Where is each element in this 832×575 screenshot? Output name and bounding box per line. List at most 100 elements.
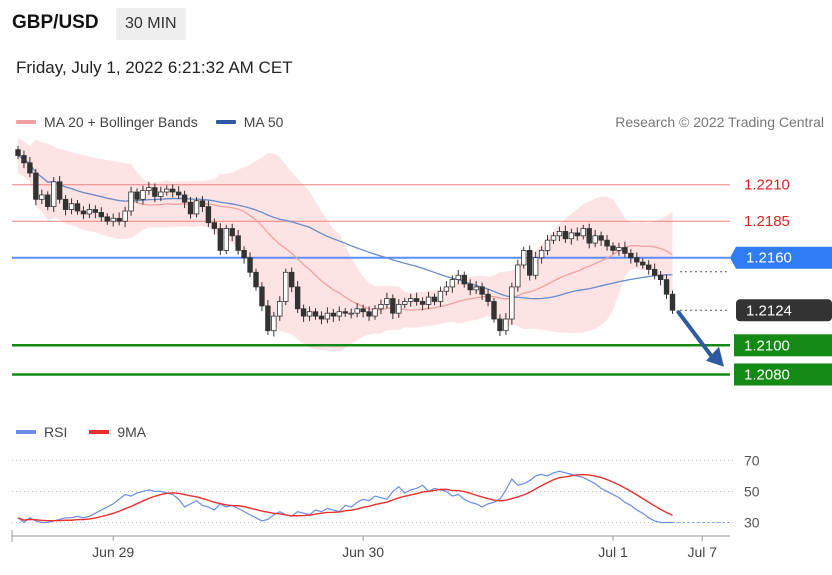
candle-body-52[interactable]: [324, 312, 331, 320]
candle-body-89[interactable]: [544, 239, 551, 251]
candle-body-19[interactable]: [128, 191, 134, 212]
candle-body-96[interactable]: [586, 228, 592, 244]
candle-body-66[interactable]: [407, 298, 414, 302]
candle-body-15[interactable]: [104, 216, 110, 222]
candle-body-48[interactable]: [300, 308, 307, 317]
candle-body-59[interactable]: [366, 311, 372, 317]
candle-body-9[interactable]: [68, 203, 75, 210]
candle-body-92[interactable]: [562, 231, 569, 240]
candle-body-27[interactable]: [175, 191, 182, 196]
candle-body-38[interactable]: [241, 250, 247, 259]
candle-body-61[interactable]: [378, 304, 384, 310]
candle-body-85[interactable]: [521, 250, 527, 266]
candle-body-50[interactable]: [312, 311, 319, 317]
candle-body-103[interactable]: [628, 252, 634, 259]
candle-body-39[interactable]: [247, 257, 253, 273]
candle-body-63[interactable]: [390, 298, 396, 314]
candle-body-93[interactable]: [568, 232, 575, 240]
candle-body-74[interactable]: [455, 274, 461, 280]
candle-body-97[interactable]: [592, 235, 598, 244]
candle-body-3[interactable]: [33, 172, 39, 200]
candle-body-55[interactable]: [342, 311, 348, 314]
candle-body-11[interactable]: [80, 210, 87, 215]
candle-body-10[interactable]: [74, 203, 81, 212]
candle-body-47[interactable]: [294, 286, 301, 310]
candle-body-83[interactable]: [509, 286, 515, 320]
candle-body-70[interactable]: [431, 296, 438, 302]
candle-body-104[interactable]: [634, 257, 640, 263]
candle-body-46[interactable]: [288, 271, 295, 288]
candle-body-99[interactable]: [604, 239, 610, 247]
candle-body-25[interactable]: [164, 188, 170, 193]
candle-body-12[interactable]: [86, 209, 93, 215]
candle-body-29[interactable]: [187, 201, 194, 215]
candle-body-30[interactable]: [193, 200, 200, 215]
candle-body-108[interactable]: [657, 274, 664, 280]
candle-body-51[interactable]: [318, 315, 325, 320]
candle-body-42[interactable]: [265, 305, 271, 332]
candle-body-98[interactable]: [598, 235, 604, 241]
candle-body-94[interactable]: [574, 232, 580, 237]
candle-body-26[interactable]: [169, 188, 176, 193]
candle-body-58[interactable]: [360, 308, 366, 313]
candle-body-7[interactable]: [56, 181, 63, 200]
candle-body-32[interactable]: [205, 206, 212, 224]
timeframe-button[interactable]: 30 MIN: [116, 8, 186, 40]
candle-body-33[interactable]: [211, 222, 218, 229]
candle-body-24[interactable]: [158, 191, 164, 197]
candle-body-64[interactable]: [396, 304, 402, 314]
candle-body-56[interactable]: [348, 312, 354, 315]
candle-body-43[interactable]: [271, 315, 277, 332]
candle-body-62[interactable]: [384, 298, 390, 305]
candle-body-17[interactable]: [116, 217, 122, 222]
candle-body-31[interactable]: [199, 200, 206, 208]
candle-body-5[interactable]: [45, 194, 51, 208]
candle-body-80[interactable]: [491, 301, 497, 320]
candle-body-75[interactable]: [461, 274, 467, 285]
candle-body-82[interactable]: [503, 318, 509, 332]
candle-body-20[interactable]: [134, 191, 140, 200]
candle-body-65[interactable]: [402, 301, 408, 305]
candle-body-22[interactable]: [146, 187, 152, 191]
candle-body-71[interactable]: [437, 290, 444, 302]
candle-body-2[interactable]: [27, 162, 33, 174]
candle-body-72[interactable]: [443, 286, 450, 292]
candle-body-76[interactable]: [467, 283, 473, 291]
candle-body-84[interactable]: [515, 264, 521, 288]
candle-body-36[interactable]: [229, 228, 235, 237]
candle-body-95[interactable]: [580, 228, 586, 237]
candle-body-90[interactable]: [550, 235, 557, 241]
candle-body-45[interactable]: [283, 271, 289, 302]
candle-body-102[interactable]: [622, 247, 628, 254]
candle-body-107[interactable]: [651, 268, 658, 276]
candle-body-79[interactable]: [485, 293, 491, 302]
candle-body-88[interactable]: [538, 250, 545, 259]
candle-body-4[interactable]: [39, 194, 45, 200]
candle-body-86[interactable]: [527, 250, 533, 276]
candle-body-68[interactable]: [419, 301, 426, 305]
candle-body-23[interactable]: [152, 187, 158, 197]
candle-body-101[interactable]: [616, 247, 622, 251]
candle-body-0[interactable]: [15, 149, 21, 156]
candle-body-49[interactable]: [306, 311, 313, 317]
candle-body-105[interactable]: [640, 261, 646, 266]
candle-body-77[interactable]: [473, 286, 479, 291]
candle-body-81[interactable]: [497, 318, 503, 332]
candle-body-18[interactable]: [122, 210, 128, 222]
candle-body-14[interactable]: [98, 212, 104, 218]
candle-body-41[interactable]: [259, 286, 265, 307]
candle-body-44[interactable]: [277, 301, 283, 317]
candle-body-78[interactable]: [479, 286, 485, 295]
candle-body-106[interactable]: [646, 264, 652, 270]
candle-body-69[interactable]: [425, 296, 432, 305]
candle-body-34[interactable]: [217, 228, 223, 251]
candle-body-1[interactable]: [21, 155, 27, 164]
candle-body-13[interactable]: [92, 209, 99, 213]
candle-body-60[interactable]: [372, 308, 378, 317]
candle-body-87[interactable]: [532, 257, 539, 276]
candle-body-73[interactable]: [449, 279, 456, 288]
candle-body-21[interactable]: [140, 190, 146, 200]
candle-body-67[interactable]: [413, 298, 420, 302]
candle-body-100[interactable]: [610, 245, 616, 251]
